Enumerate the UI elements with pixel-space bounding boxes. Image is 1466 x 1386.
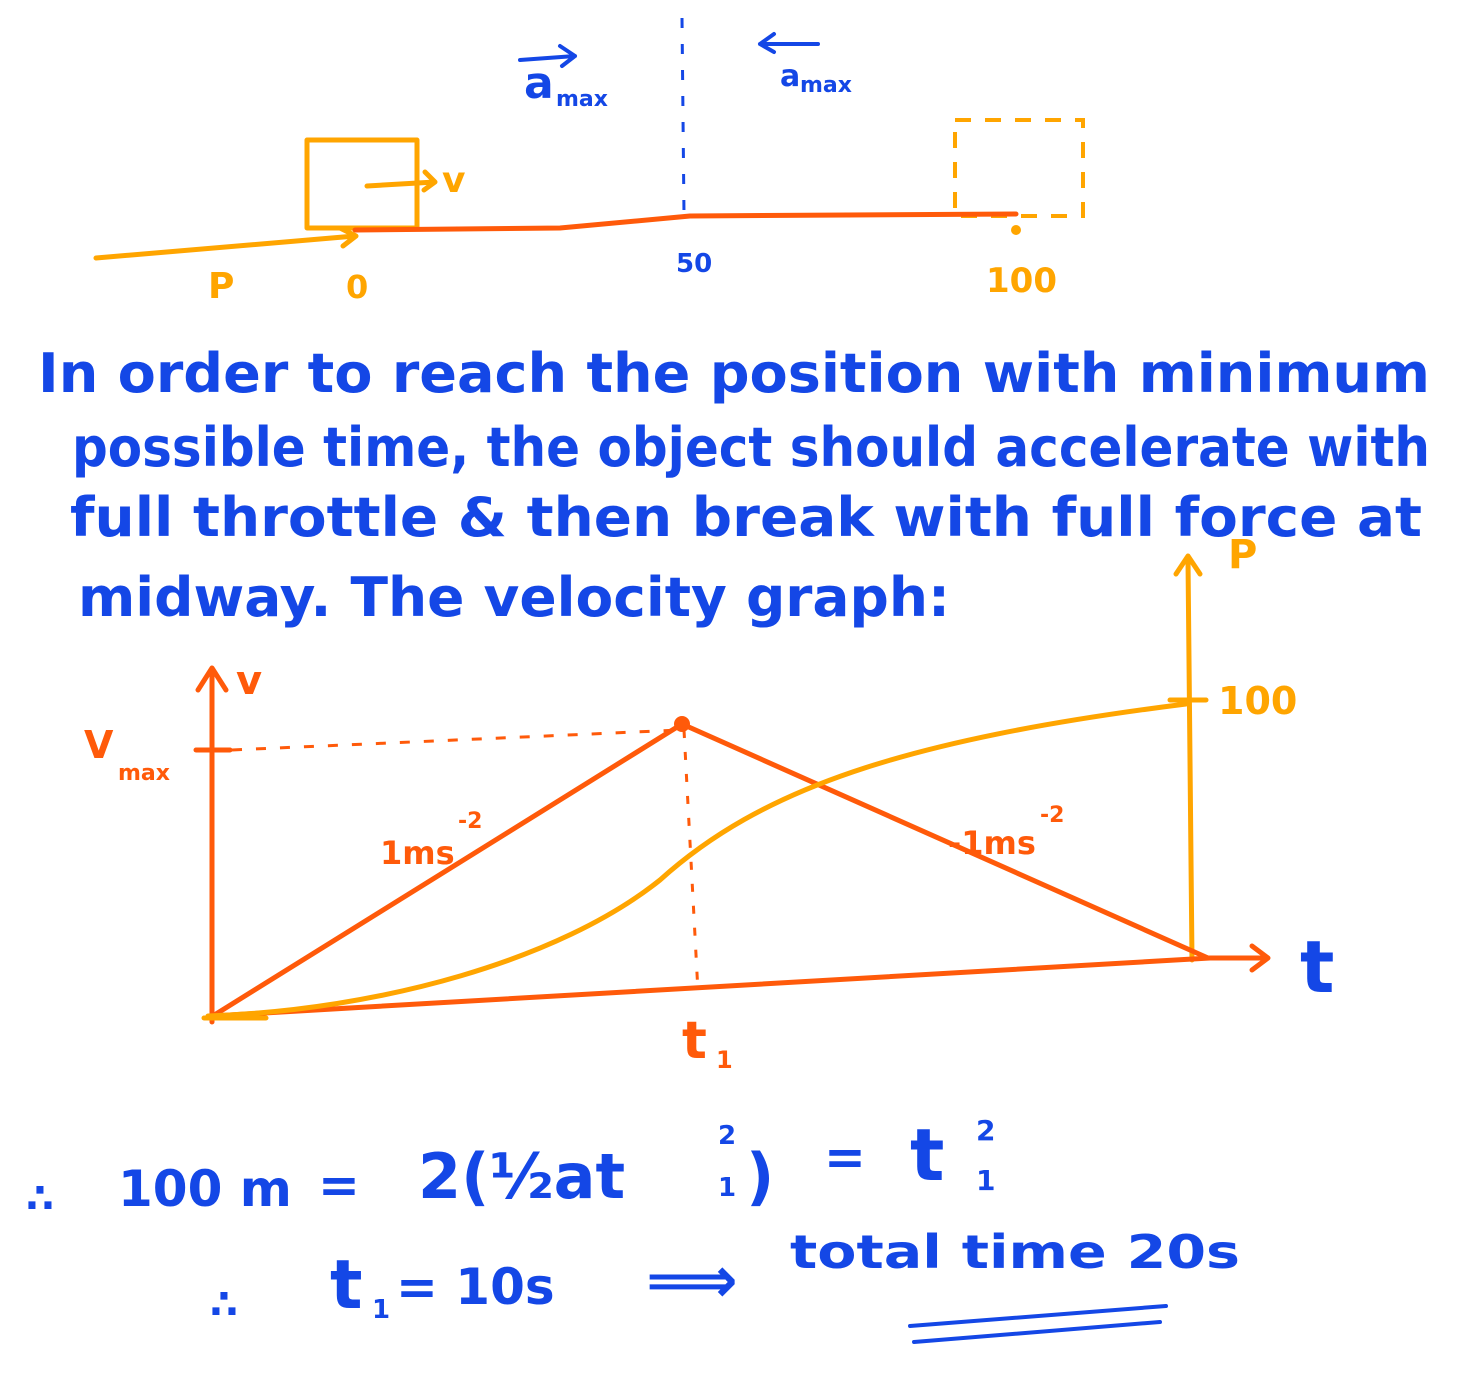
eq2-lhs: t xyxy=(330,1246,363,1325)
eq1-rhs-sub: 1 xyxy=(976,1164,995,1197)
eq1-therefore: ∴ xyxy=(26,1176,54,1222)
eq1-eq1: = xyxy=(318,1156,360,1214)
accel-label: 1ms xyxy=(380,834,455,872)
eq1-eq2: = xyxy=(824,1128,866,1186)
right-accel-arrow xyxy=(758,32,820,54)
p-axis-right xyxy=(1173,553,1203,963)
accel-exp: -2 xyxy=(458,809,482,834)
mid-label: 50 xyxy=(676,249,712,279)
paragraph-line-2: possible time, the object should acceler… xyxy=(72,416,1430,479)
eq1-lhs: 100 m xyxy=(118,1160,292,1218)
left-accel-label: a xyxy=(524,58,554,109)
result-underline-2 xyxy=(912,1320,1162,1344)
p-tick-label: 100 xyxy=(1218,679,1297,723)
eq1-rhs-sup: 2 xyxy=(976,1114,995,1147)
v-axis-label: v xyxy=(236,658,262,704)
paragraph-line-1: In order to reach the position with mini… xyxy=(38,342,1430,405)
t1-sub: 1 xyxy=(716,1046,733,1074)
vmax-label: V xyxy=(84,723,114,767)
vmax-sub: max xyxy=(118,761,170,786)
midway-dashed-line xyxy=(680,17,686,216)
eq1-mid: 2(½at xyxy=(418,1140,625,1213)
t1-label: t xyxy=(682,1011,707,1071)
end-dot xyxy=(1011,225,1021,235)
left-accel-arrow xyxy=(518,44,577,68)
decel-label: -1ms xyxy=(948,824,1036,862)
paragraph-line-4: midway. The velocity graph: xyxy=(78,566,950,629)
track-line xyxy=(352,211,1019,233)
eq1-mid-sup: 2 xyxy=(718,1121,736,1151)
velocity-arrow xyxy=(364,169,438,193)
position-curve xyxy=(205,701,1189,1019)
eq2-result: total time 20s xyxy=(790,1225,1240,1279)
velocity-curve xyxy=(213,721,1211,1017)
p-label: P xyxy=(208,266,234,307)
end-box-dashed xyxy=(953,118,1085,218)
p-axis-label: P xyxy=(1228,532,1257,578)
eq1-mid-sub: 1 xyxy=(718,1173,736,1203)
eq2-rest: = 10s xyxy=(396,1258,555,1316)
right-accel-label: a xyxy=(780,59,800,94)
eq2-arrow: ⟹ xyxy=(646,1244,738,1318)
peak-dot xyxy=(674,716,690,732)
end-label: 100 xyxy=(986,261,1057,301)
eq1-rhs: t xyxy=(910,1113,944,1197)
right-accel-sub: max xyxy=(800,73,852,98)
p-axis-arrow xyxy=(93,225,359,261)
eq1-mid-close: ) xyxy=(746,1140,774,1213)
vmax-dashed-line xyxy=(231,728,681,752)
eq2-lhs-sub: 1 xyxy=(372,1295,390,1325)
eq2-therefore: ∴ xyxy=(210,1282,238,1328)
paragraph-line-3: full throttle & then break with full for… xyxy=(70,486,1422,549)
v-axis xyxy=(195,665,229,1025)
decel-exp: -2 xyxy=(1040,803,1064,828)
left-accel-sub: max xyxy=(556,87,608,112)
result-underline-1 xyxy=(908,1304,1168,1328)
start-label: 0 xyxy=(346,268,368,306)
t-axis xyxy=(209,943,1271,1019)
t-axis-label: t xyxy=(1300,925,1334,1009)
velocity-label: v xyxy=(442,160,465,201)
